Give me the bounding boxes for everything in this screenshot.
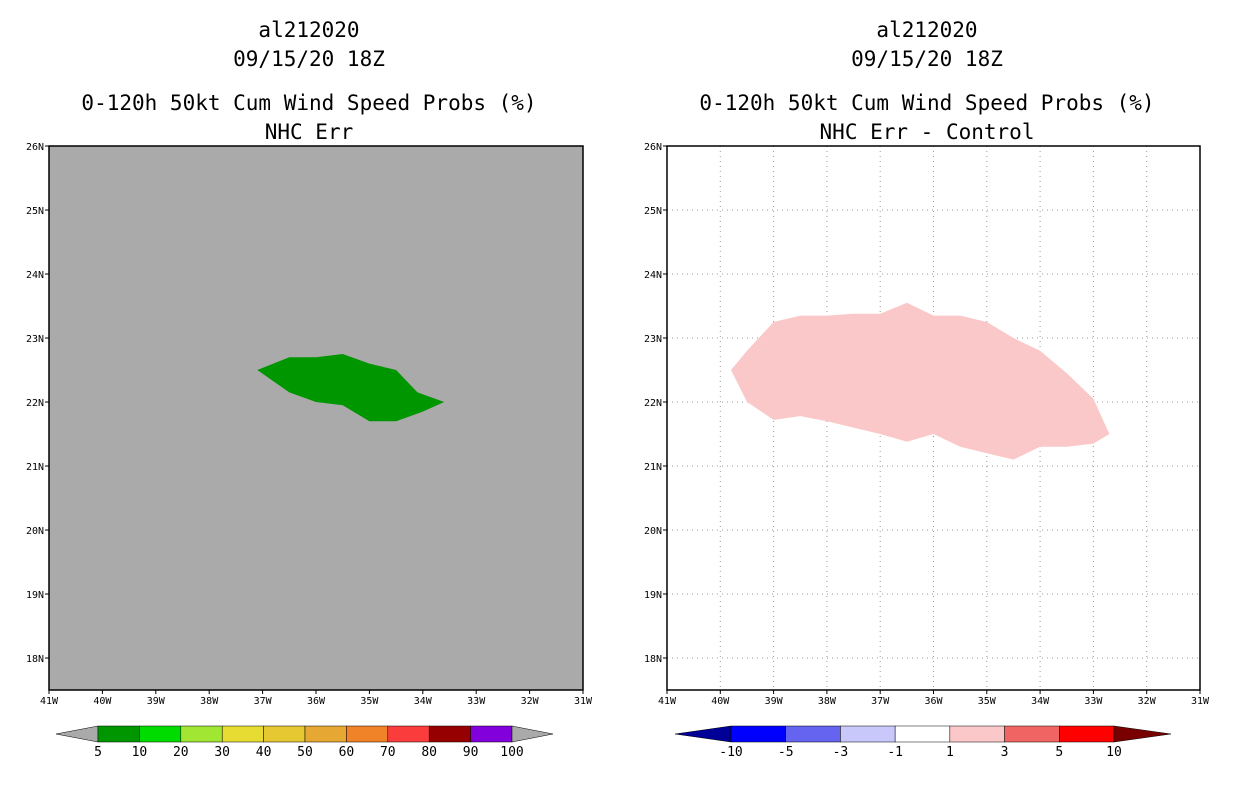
left-y-tick-label: 22N [26, 398, 44, 409]
right-colorbar-label: 3 [1001, 745, 1009, 760]
left-colorbar-swatch [180, 725, 223, 743]
left-x-tick-label: 31W [574, 696, 593, 707]
left-colorbar-label: 30 [214, 745, 230, 760]
right-colorbar-swatch [730, 725, 786, 743]
right-x-tick-label: 35W [978, 696, 997, 707]
left-colorbar-swatch [304, 725, 347, 743]
left-colorbar-label: 100 [500, 745, 523, 760]
left-datetime: 09/15/20 18Z [233, 47, 385, 71]
left-colorbar-swatch [139, 725, 182, 743]
left-colorbar-label: 60 [339, 745, 355, 760]
right-y-tick-label: 22N [644, 398, 662, 409]
right-colorbar-swatch [949, 725, 1005, 743]
left-storm-id: al212020 [258, 18, 359, 42]
left-x-tick-label: 40W [93, 696, 112, 707]
left-y-tick-label: 19N [26, 590, 44, 601]
right-x-tick-label: 38W [818, 696, 837, 707]
right-colorbar-label: 5 [1055, 745, 1063, 760]
left-y-tick-label: 23N [26, 334, 44, 345]
left-y-tick-label: 26N [26, 142, 44, 153]
left-colorbar-label: 50 [297, 745, 313, 760]
left-contour-5-10 [257, 354, 445, 422]
left-colorbar-swatch [263, 725, 306, 743]
right-y-tick-label: 24N [644, 270, 662, 281]
left-x-tick-label: 35W [360, 696, 379, 707]
left-y-tick-label: 24N [26, 270, 44, 281]
left-colorbar-label: 20 [173, 745, 189, 760]
left-colorbar-label: 5 [94, 745, 102, 760]
left-x-tick-label: 34W [414, 696, 433, 707]
right-colorbar-swatch [785, 725, 841, 743]
left-y-tick-label: 21N [26, 462, 44, 473]
right-x-tick-label: 41W [658, 696, 677, 707]
left-x-tick-label: 39W [147, 696, 166, 707]
left-x-tick-label: 32W [521, 696, 540, 707]
left-colorbar-swatch [221, 725, 264, 743]
left-colorbar-swatch [428, 725, 471, 743]
right-x-tick-label: 36W [924, 696, 943, 707]
right-x-tick-label: 34W [1031, 696, 1050, 707]
left-colorbar-high-arrow [511, 725, 554, 743]
left-colorbar: 5 10 20 30 40 50 60 70 80 90 100 [55, 725, 554, 760]
right-colorbar-label: -1 [887, 745, 903, 760]
right-y-tick-label: 21N [644, 462, 662, 473]
right-x-tick-label: 39W [765, 696, 784, 707]
right-colorbar-label: -3 [833, 745, 849, 760]
right-x-tick-label: 37W [871, 696, 890, 707]
left-y-tick-label: 18N [26, 654, 44, 665]
left-colorbar-low-arrow [55, 725, 99, 743]
right-y-tick-label: 20N [644, 526, 662, 537]
left-x-tick-label: 37W [254, 696, 273, 707]
right-colorbar-swatch [1004, 725, 1060, 743]
left-colorbar-swatch [387, 725, 430, 743]
right-storm-id: al212020 [876, 18, 977, 42]
right-x-tick-label: 40W [711, 696, 730, 707]
left-colorbar-swatch [470, 725, 513, 743]
right-y-tick-label: 26N [644, 142, 662, 153]
right-datetime: 09/15/20 18Z [851, 47, 1003, 71]
right-contour-1-3 [731, 302, 1110, 460]
right-title: 0-120h 50kt Cum Wind Speed Probs (%) [699, 91, 1154, 115]
right-colorbar-low-arrow [674, 725, 732, 743]
left-colorbar-label: 40 [256, 745, 272, 760]
right-y-tick-label: 23N [644, 334, 662, 345]
left-colorbar-swatch [346, 725, 389, 743]
left-plot-area: 41W 40W 39W 38W 37W 36W 35W 34W 33W 32W 31W 18N 19N 2… [26, 142, 593, 707]
right-x-tick-label: 32W [1138, 696, 1157, 707]
right-y-tick-label: 25N [644, 206, 662, 217]
right-plot-area: 41W 40W 39W 38W 37W 36W 35W 34W 33W 32W 31W 18N 19N 2… [644, 142, 1210, 707]
right-colorbar-label: 1 [946, 745, 954, 760]
left-panel: al212020 09/15/20 18Z 0-120h 50kt Cum Wi… [26, 18, 593, 760]
left-colorbar-label: 10 [132, 745, 148, 760]
right-y-tick-label: 19N [644, 590, 662, 601]
left-x-tick-label: 38W [200, 696, 219, 707]
left-x-tick-label: 36W [307, 696, 326, 707]
right-colorbar-swatch [840, 725, 896, 743]
left-colorbar-swatch [97, 725, 140, 743]
left-colorbar-label: 70 [380, 745, 396, 760]
right-colorbar-label: -5 [778, 745, 794, 760]
right-x-tick-label: 33W [1084, 696, 1103, 707]
right-colorbar-high-arrow [1113, 725, 1172, 743]
left-subtitle: NHC Err [265, 120, 354, 144]
left-x-tick-label: 41W [40, 696, 59, 707]
right-panel: al212020 09/15/20 18Z 0-120h 50kt Cum Wi… [644, 18, 1210, 760]
right-colorbar-label: 10 [1106, 745, 1122, 760]
right-colorbar-swatch [1059, 725, 1115, 743]
left-map-background [49, 146, 583, 690]
left-colorbar-label: 80 [421, 745, 437, 760]
right-colorbar-swatch [894, 725, 951, 743]
left-title: 0-120h 50kt Cum Wind Speed Probs (%) [81, 91, 536, 115]
left-y-tick-label: 20N [26, 526, 44, 537]
right-subtitle: NHC Err - Control [820, 120, 1035, 144]
right-colorbar-label: -10 [719, 745, 742, 760]
right-x-tick-label: 31W [1191, 696, 1210, 707]
left-colorbar-label: 90 [463, 745, 479, 760]
right-colorbar: -10 -5 -3 -1 1 3 5 10 [674, 725, 1172, 760]
right-y-tick-label: 18N [644, 654, 662, 665]
left-x-tick-label: 33W [467, 696, 486, 707]
left-y-tick-label: 25N [26, 206, 44, 217]
